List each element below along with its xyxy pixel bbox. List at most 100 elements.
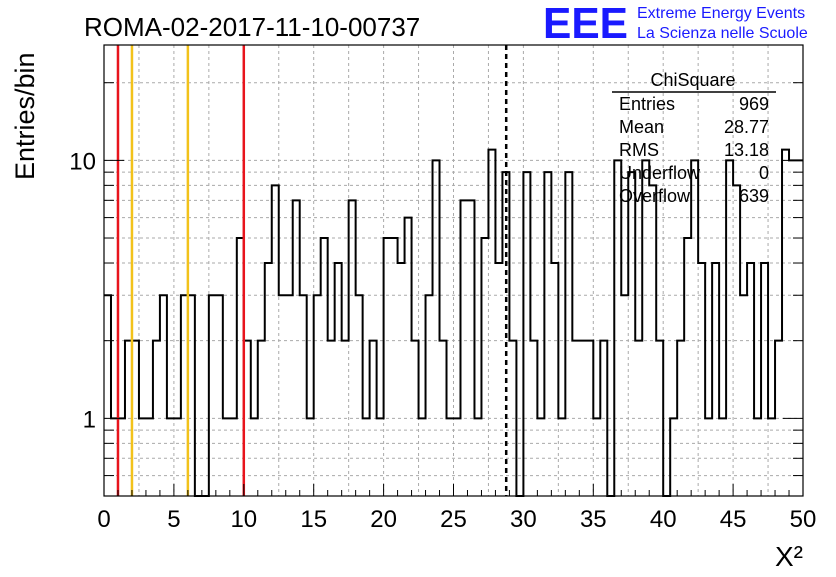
histogram-bin	[754, 418, 761, 496]
y-axis-label: Entries/bin	[10, 52, 40, 180]
x-tick-label: 5	[167, 506, 180, 533]
histogram-bin	[293, 200, 300, 496]
x-axis-label: X²	[775, 541, 803, 572]
x-tick-label: 10	[230, 506, 257, 533]
x-tick-label: 25	[440, 506, 467, 533]
histogram-bin	[384, 238, 398, 496]
histogram-bin	[768, 418, 775, 496]
histogram-bin	[104, 295, 111, 496]
stats-label-underflow: Underflow	[619, 163, 701, 183]
histogram-bin	[398, 263, 405, 496]
stats-value-mean: 28.77	[724, 117, 769, 137]
histogram-bin	[705, 418, 712, 496]
histogram-bin	[342, 341, 349, 496]
histogram-bin	[509, 341, 516, 496]
stats-value-overflow: 639	[739, 186, 769, 206]
marker-lines	[116, 45, 508, 496]
histogram-bin	[258, 341, 265, 496]
histogram-bin	[628, 172, 635, 496]
histogram-bin	[565, 172, 572, 496]
histogram-bin	[677, 341, 684, 496]
logo-subtitle-line1: Extreme Energy Events	[637, 5, 805, 22]
histogram-outline	[104, 148, 803, 497]
histogram-bin	[782, 150, 789, 496]
histogram-bin	[321, 238, 328, 496]
histogram-bin	[328, 341, 335, 496]
histogram-bin	[426, 295, 433, 496]
histogram-bin	[153, 341, 160, 496]
run-title: ROMA-02-2017-11-10-00737	[84, 12, 420, 42]
histogram-bin	[279, 295, 293, 496]
stats-value-entries: 969	[739, 94, 769, 114]
histogram-bin	[670, 418, 677, 496]
axis-ticks: 0 5 10 15 20 25 30 35 40 45 50 1 10	[69, 82, 817, 533]
stats-title: ChiSquare	[650, 70, 735, 90]
histogram-bin	[691, 160, 698, 496]
histogram-bin	[160, 295, 167, 496]
histogram-bin	[272, 185, 279, 496]
histogram-bin	[537, 418, 544, 496]
histogram-bin	[209, 295, 223, 496]
stats-box: ChiSquare Entries 969 Mean 28.77 RMS 13.…	[612, 70, 776, 206]
histogram-bin	[747, 263, 754, 496]
histogram-bin	[405, 218, 412, 496]
stats-label-rms: RMS	[619, 140, 659, 160]
x-tick-label: 35	[580, 506, 607, 533]
histogram-bin	[642, 160, 649, 496]
histogram-bin	[733, 185, 740, 496]
histogram-bin	[775, 341, 782, 496]
stats-label-entries: Entries	[619, 94, 675, 114]
histogram-series	[104, 148, 803, 497]
histogram-bin	[761, 263, 768, 496]
logo-subtitle-line2: La Scienza nelle Scuole	[637, 25, 808, 42]
stats-value-rms: 13.18	[724, 140, 769, 160]
x-tick-label: 20	[370, 506, 397, 533]
histogram-bin	[551, 263, 558, 496]
x-tick-label: 50	[790, 506, 817, 533]
histogram-bin	[419, 418, 426, 496]
histogram-bin	[223, 418, 237, 496]
histogram-bin	[349, 200, 356, 496]
histogram-bin	[530, 341, 537, 496]
y-tick-label: 1	[83, 406, 96, 433]
histogram-bin	[698, 263, 705, 496]
histogram-bin	[377, 418, 384, 496]
x-tick-label: 30	[510, 506, 537, 533]
histogram-bin	[488, 150, 495, 496]
histogram-bin	[789, 160, 803, 496]
histogram-bin	[600, 341, 607, 496]
x-tick-label: 45	[720, 506, 747, 533]
stats-value-underflow: 0	[759, 163, 769, 183]
histogram-bin	[649, 185, 656, 496]
histogram-bin	[621, 295, 628, 496]
x-tick-label: 0	[97, 506, 110, 533]
histogram-bin	[593, 418, 600, 496]
x-tick-label: 40	[650, 506, 677, 533]
histogram-bin	[300, 295, 307, 496]
histogram-bin	[572, 341, 593, 496]
histogram-bin	[558, 418, 565, 496]
eee-logo: EEE	[543, 0, 628, 48]
y-tick-label: 10	[69, 148, 96, 175]
histogram-bin	[356, 295, 363, 496]
histogram-bin	[656, 341, 663, 496]
x-tick-label: 15	[300, 506, 327, 533]
histogram-bin	[712, 263, 719, 496]
histogram-bin	[474, 418, 481, 496]
histogram-bin	[460, 200, 474, 496]
histogram-bin	[684, 238, 691, 496]
stats-label-overflow: Overflow	[619, 186, 691, 206]
histogram-bin	[433, 160, 440, 496]
histogram-bin	[440, 341, 447, 496]
histogram-bin	[139, 418, 153, 496]
histogram-bin	[370, 341, 377, 496]
histogram-bin	[544, 172, 551, 496]
histogram-bin	[635, 341, 642, 496]
stats-label-mean: Mean	[619, 117, 664, 137]
histogram-bin	[251, 418, 258, 496]
histogram-bin	[726, 160, 733, 496]
histogram-bin	[265, 263, 272, 496]
histogram-bin	[481, 238, 488, 496]
